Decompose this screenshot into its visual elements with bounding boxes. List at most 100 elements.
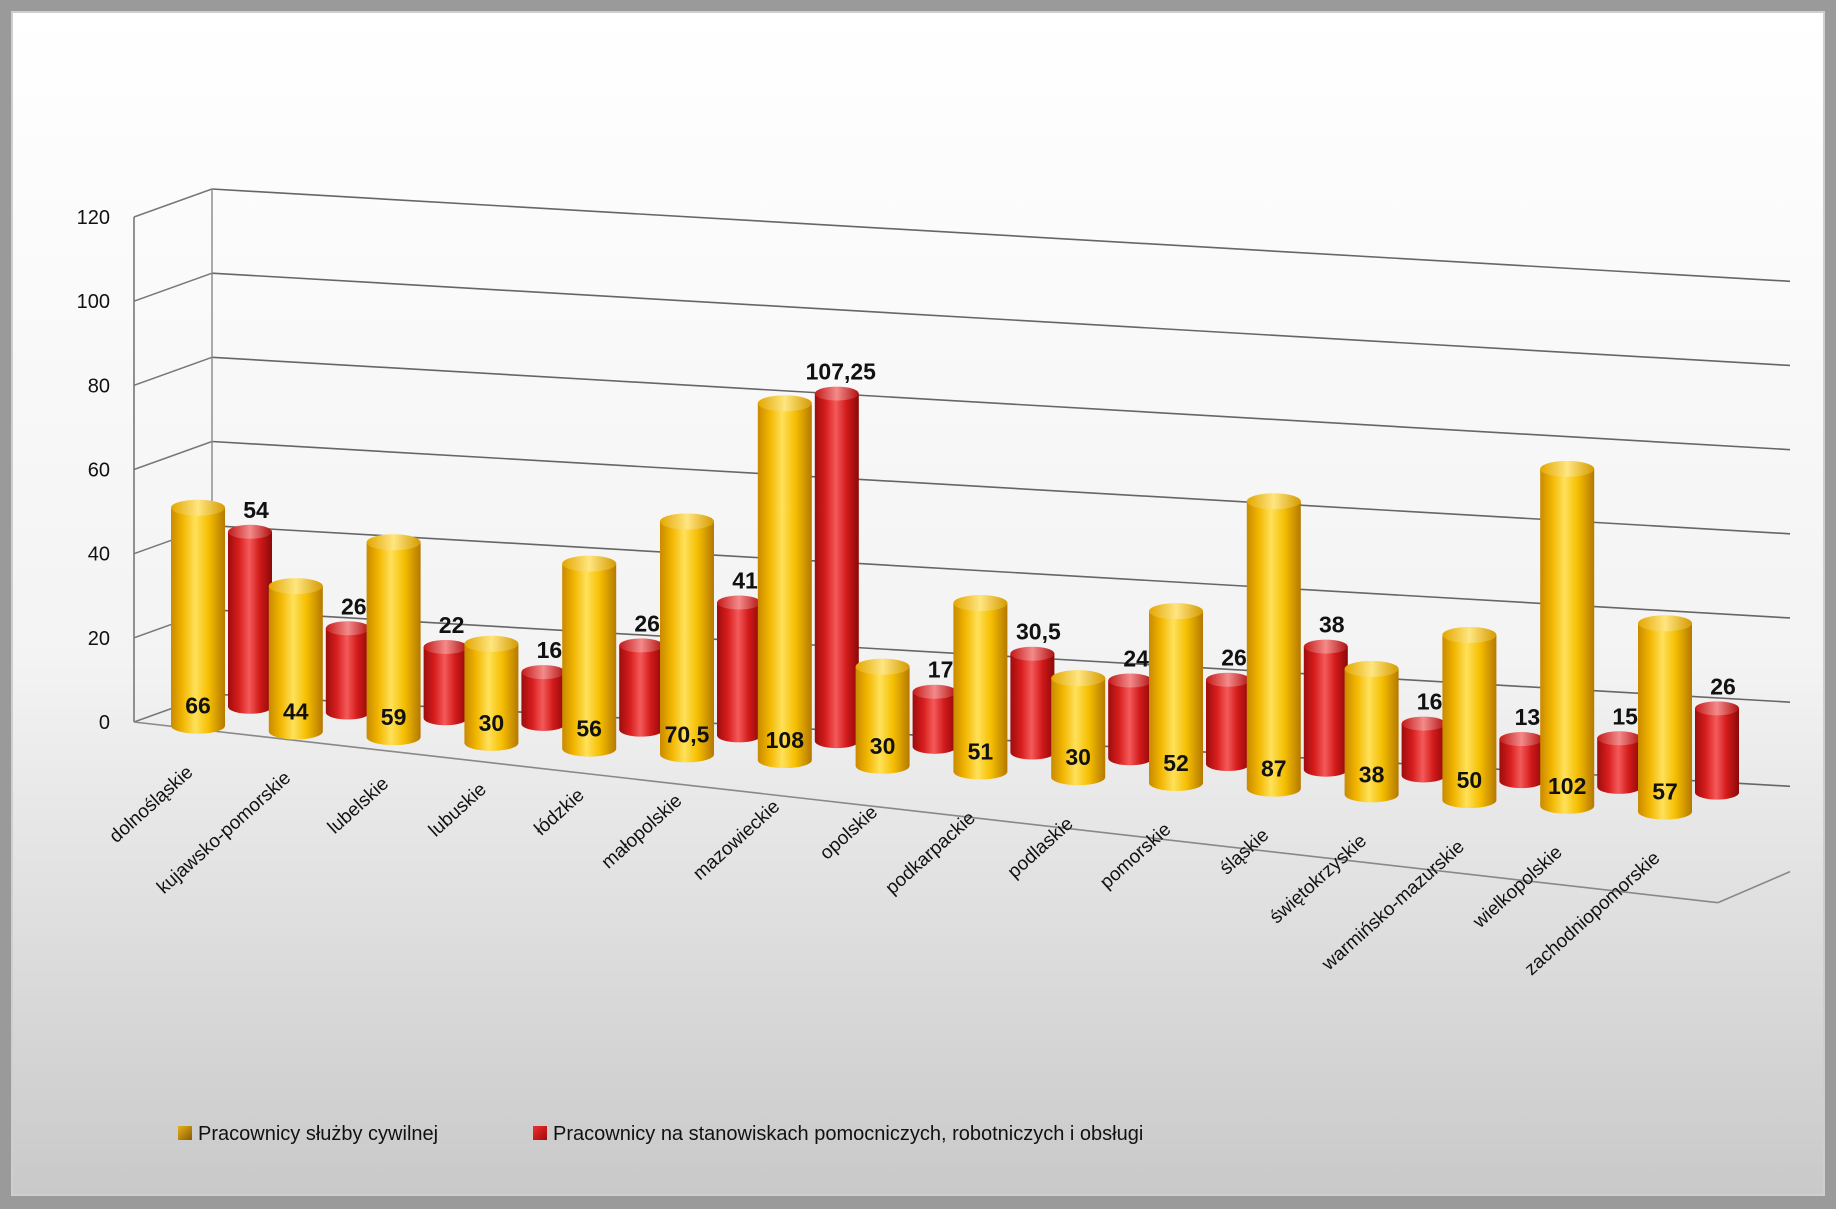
legend-swatch-civil-service [178, 1126, 192, 1140]
bar-support-staff [521, 665, 566, 731]
bar-civil-service [562, 555, 617, 757]
bar-support-staff [1303, 639, 1348, 777]
value-label-support-staff: 16 [1417, 689, 1443, 715]
value-labels: 66 54 44 26 59 22 30 16 56 26 70,5 41 108 107,25 30 17 5… [185, 359, 1736, 805]
bar-support-staff-top [814, 386, 859, 401]
bar-civil-service-top [757, 395, 812, 412]
value-label-civil-service: 52 [1163, 750, 1189, 776]
legend: Pracownicy służby cywilnej Pracownicy na… [178, 1123, 1143, 1145]
bar-civil-service [464, 635, 519, 751]
bar-support-staff-body [423, 646, 468, 726]
bar-support-staff [1499, 732, 1544, 789]
bar-civil-service-body [953, 603, 1008, 780]
y-tick-label: 20 [88, 628, 110, 650]
bar-support-staff-top [325, 621, 370, 636]
y-tick-label: 0 [99, 712, 110, 734]
bar-support-staff-body [1108, 680, 1153, 766]
axes: 0 20 40 60 80 100 120 [77, 189, 1791, 904]
bars [171, 386, 1739, 820]
bar-civil-service-top [1344, 660, 1399, 677]
value-label-support-staff: 22 [439, 612, 465, 638]
y-tick-label: 80 [88, 375, 110, 397]
bar-civil-service-top [855, 658, 910, 675]
bar-support-staff-top [1401, 716, 1446, 731]
bar-civil-service-top [953, 595, 1008, 612]
bar-support-staff [423, 639, 468, 726]
bar-civil-service [660, 513, 714, 763]
bar-support-staff [1695, 701, 1739, 800]
gridline [211, 524, 1791, 619]
y-tick-label: 40 [88, 544, 110, 566]
bar-support-staff-top [1010, 646, 1055, 661]
bar-support-staff-top [1695, 701, 1739, 716]
bar-support-staff-top [228, 524, 272, 539]
bar-support-staff-body [1499, 739, 1544, 789]
bar-support-staff-body [1401, 723, 1446, 783]
value-label-civil-service: 57 [1652, 779, 1678, 805]
y-tick-label: 100 [77, 291, 110, 313]
bar-civil-service-body [757, 403, 812, 769]
bar-civil-service [1638, 615, 1692, 820]
bar-civil-service-body [1638, 623, 1692, 820]
bar-support-staff-top [423, 639, 468, 654]
value-label-support-staff: 16 [537, 637, 563, 663]
bar-support-staff-top [1597, 731, 1642, 746]
gridline [211, 272, 1791, 367]
bar-support-staff-top [717, 595, 761, 610]
bar-support-staff [1108, 673, 1153, 766]
value-label-civil-service: 87 [1261, 756, 1287, 782]
bar-civil-service [757, 395, 812, 769]
y-tick-label: 120 [77, 207, 110, 229]
bar-civil-service-top [171, 499, 225, 516]
bar-civil-service [366, 534, 421, 746]
bar-civil-service-top [1638, 615, 1692, 632]
bar-civil-service-top [1540, 460, 1595, 477]
value-label-support-staff: 13 [1515, 704, 1541, 730]
bar-support-staff [1597, 731, 1642, 794]
bar-support-staff-body [619, 645, 664, 737]
bar-civil-service-body [268, 586, 323, 740]
bar-support-staff-body [814, 393, 859, 749]
y-tick-label: 60 [88, 460, 110, 482]
bar-civil-service-top [366, 534, 421, 551]
bar-civil-service [1540, 460, 1595, 814]
value-label-support-staff: 30,5 [1016, 619, 1061, 645]
value-label-support-staff: 26 [341, 593, 367, 619]
bar-support-staff-body [912, 691, 957, 754]
bar-civil-service-body [171, 507, 225, 734]
bar-civil-service [953, 595, 1008, 780]
bar-civil-service [1442, 626, 1497, 809]
bar-support-staff-body [228, 531, 272, 714]
bar-support-staff [1206, 672, 1250, 771]
bar-support-staff [1401, 716, 1446, 783]
bar-civil-service-top [1442, 626, 1497, 643]
bar-civil-service-top [562, 555, 617, 572]
bar-civil-service-body [1344, 668, 1399, 803]
bar-support-staff-body [521, 672, 566, 731]
value-label-civil-service: 108 [766, 727, 805, 753]
bar-support-staff-top [1499, 732, 1544, 747]
value-label-civil-service: 56 [576, 716, 602, 742]
bar-support-staff [717, 595, 761, 743]
floor-front-edge [133, 721, 1719, 904]
bar-civil-service-top [268, 578, 323, 595]
bar-civil-service-top [464, 635, 519, 652]
bar-support-staff-top [1303, 639, 1348, 654]
bar-support-staff-body [1597, 738, 1642, 794]
value-label-civil-service: 66 [185, 693, 211, 719]
gridline [211, 188, 1791, 283]
bar-civil-service-body [1442, 634, 1497, 809]
bar-civil-service-top [1051, 670, 1106, 687]
bar-support-staff-body [1695, 708, 1739, 800]
value-label-support-staff: 26 [1221, 645, 1247, 671]
value-label-civil-service: 30 [870, 733, 896, 759]
floor-right-edge [1717, 870, 1791, 904]
value-label-civil-service: 30 [479, 710, 505, 736]
value-label-civil-service: 50 [1457, 767, 1483, 793]
bar-support-staff-top [1108, 673, 1153, 688]
bar-civil-service-body [1246, 501, 1301, 797]
bar-civil-service-body [855, 666, 910, 774]
value-label-support-staff: 24 [1123, 646, 1149, 672]
bar-support-staff-top [619, 638, 664, 653]
